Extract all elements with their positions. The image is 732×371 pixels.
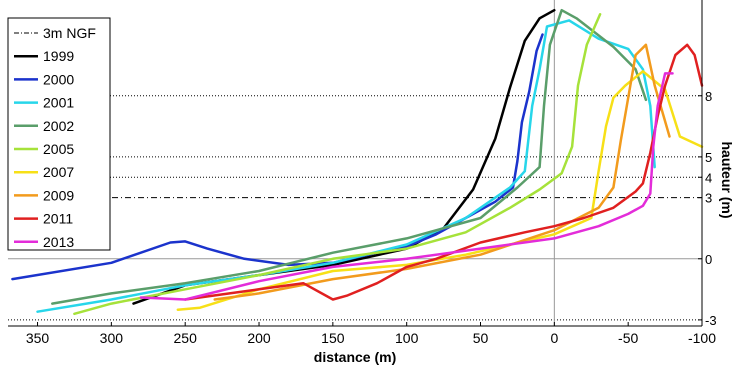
x-tick-label: -50 [618,330,638,346]
x-axis-label: distance (m) [314,349,396,365]
x-tick-label: 300 [100,330,124,346]
series-line-2009 [213,43,671,301]
series-line-2000 [11,33,544,281]
x-tick-label: 350 [26,330,50,346]
x-tick-label: 200 [247,330,271,346]
y-axis-label: hauteur (m) [719,142,732,219]
legend-label: 2007 [43,164,74,180]
y-tick-label: -3 [705,313,717,328]
legend-items: 3m NGF 1999 2000 2001 2002 2005 2007 2009 2011 20… [14,25,96,250]
series-line-2007 [176,70,704,311]
y-tick-label: 3 [705,191,712,206]
series-line-2013 [139,72,674,301]
x-tick-label: 50 [473,330,489,346]
y-ticks: 8 5 4 3 0 -3 [698,89,717,328]
y-tick-label: 5 [705,150,712,165]
legend: 3m NGF 1999 2000 2001 2002 2005 2007 2009 2011 20… [7,17,111,251]
legend-label: 2002 [43,118,74,134]
x-tick-label: 0 [550,330,558,346]
x-ticks: 350 300 250 200 150 100 50 0 -50 -100 [26,322,716,346]
y-tick-label: 8 [705,89,712,104]
legend-label: 3m NGF [43,25,96,41]
x-tick-label: 250 [174,330,198,346]
legend-label: 1999 [43,48,74,64]
x-tick-label: 150 [321,330,345,346]
x-tick-label: 100 [395,330,419,346]
legend-label: 2005 [43,141,74,157]
y-tick-label: 0 [705,252,712,267]
legend-label: 2001 [43,95,74,111]
y-tick-label: 4 [705,170,712,185]
plot-background [8,0,702,326]
data-series [11,8,704,316]
series-line-2002 [51,8,648,305]
legend-label: 2013 [43,234,74,250]
legend-label: 2000 [43,71,74,87]
series-line-2005 [73,13,602,316]
x-tick-label: -100 [688,330,716,346]
legend-label: 2009 [43,187,74,203]
legend-label: 2011 [43,211,73,227]
series-line-2011 [183,43,704,301]
